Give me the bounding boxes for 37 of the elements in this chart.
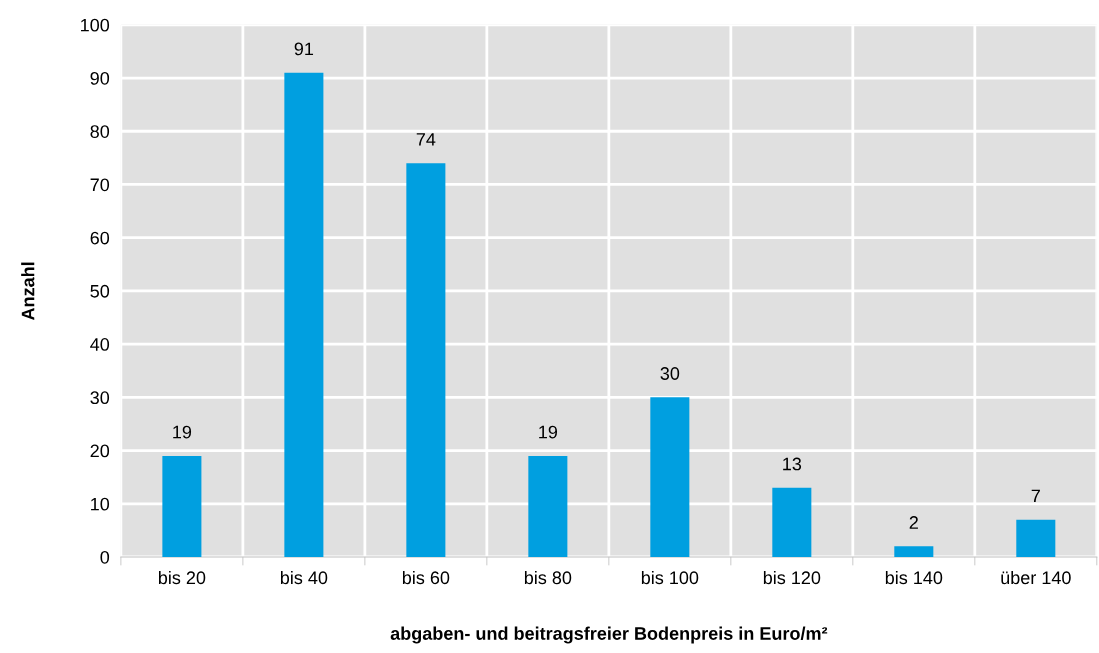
y-tick-label: 60	[90, 231, 110, 245]
y-tick-label: 70	[90, 178, 110, 192]
data-label: 19	[539, 425, 558, 439]
y-tick-label: 50	[90, 284, 110, 298]
data-label: 7	[1031, 489, 1040, 503]
x-tick-label: bis 20	[158, 570, 206, 585]
y-tick-label: 80	[90, 125, 110, 138]
x-tick-label: bis 60	[402, 570, 450, 585]
data-label: 30	[660, 367, 680, 380]
data-label: 2	[909, 516, 918, 529]
bar	[284, 72, 324, 558]
data-label: 19	[173, 425, 192, 439]
x-tick-label: bis 100	[641, 570, 699, 585]
bar	[894, 546, 934, 558]
x-axis-title: abgaben- und beitragsfreier Bodenpreis in Euro/m²	[390, 626, 828, 644]
y-tick-label: 100	[81, 18, 110, 32]
y-tick-label: 90	[90, 71, 110, 85]
x-tick-label: bis 80	[524, 570, 572, 585]
bar	[528, 455, 568, 558]
bar	[1016, 519, 1056, 558]
data-label: 91	[294, 42, 314, 56]
bar	[406, 163, 446, 558]
y-tick-label: 20	[90, 444, 110, 458]
bar	[162, 455, 202, 558]
x-tick-label: bis 140	[885, 570, 943, 585]
y-tick-label: 40	[90, 338, 110, 351]
y-tick-label: 30	[90, 391, 110, 405]
x-tick-label: bis 40	[280, 570, 328, 585]
y-tick-label: 10	[91, 497, 110, 511]
data-label: 74	[416, 133, 436, 146]
y-tick-label: 0	[100, 550, 110, 564]
x-tick-label: bis 120	[763, 570, 821, 585]
bar	[772, 487, 812, 558]
bar	[650, 397, 690, 558]
data-label: 13	[783, 457, 802, 471]
x-tick-label: über 140	[1001, 570, 1071, 585]
y-axis-title: Anzahl	[21, 262, 35, 321]
